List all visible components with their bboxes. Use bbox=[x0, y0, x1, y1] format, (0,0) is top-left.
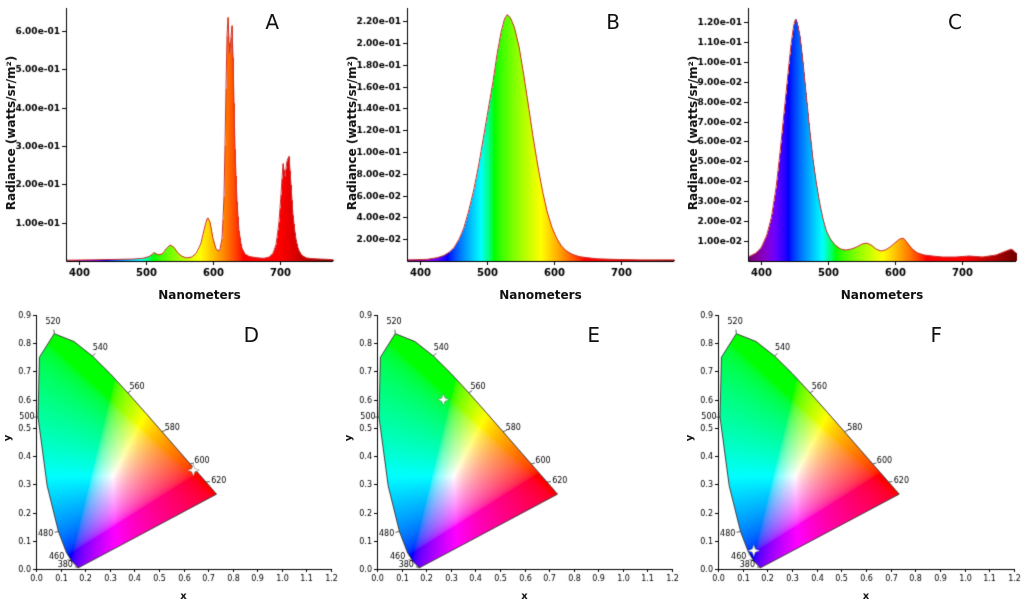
spectral-chart-b bbox=[341, 0, 682, 303]
y-axis-label: Radiance (watts/sr/m²) bbox=[4, 56, 18, 211]
x-axis-label: x bbox=[862, 591, 870, 602]
x-axis-label: x bbox=[521, 591, 528, 602]
panel-f-chromaticity-blue: F x y bbox=[682, 303, 1024, 603]
panel-a-spectrum-red: A Nanometers Radiance (watts/sr/m²) bbox=[0, 0, 341, 303]
y-axis-label: Radiance (watts/sr/m²) bbox=[345, 56, 359, 211]
panel-letter-e: E bbox=[587, 323, 600, 347]
panel-letter-b: B bbox=[606, 10, 620, 34]
panel-d-chromaticity-red: D x y bbox=[0, 303, 341, 603]
x-axis-label: Nanometers bbox=[158, 288, 241, 302]
panel-c-spectrum-blue: C Nanometers Radiance (watts/sr/m²) bbox=[682, 0, 1024, 303]
panel-e-chromaticity-green: E x y bbox=[341, 303, 682, 603]
spectral-chart-a bbox=[0, 0, 341, 303]
panel-letter-d: D bbox=[243, 323, 259, 347]
x-axis-label: Nanometers bbox=[840, 288, 924, 302]
x-axis-label: x bbox=[180, 591, 187, 602]
cie-chart-e bbox=[341, 303, 682, 603]
panel-b-spectrum-green: B Nanometers Radiance (watts/sr/m²) bbox=[341, 0, 682, 303]
cie-chart-d bbox=[0, 303, 341, 603]
cie-chart-f bbox=[682, 303, 1024, 603]
x-axis-label: Nanometers bbox=[499, 288, 582, 302]
spectral-chart-c bbox=[682, 0, 1024, 303]
y-axis-label: y bbox=[2, 434, 14, 442]
panel-letter-f: F bbox=[930, 323, 942, 347]
panel-letter-a: A bbox=[265, 10, 279, 34]
y-axis-label: y bbox=[343, 434, 355, 442]
panel-letter-c: C bbox=[948, 10, 962, 34]
y-axis-label: y bbox=[684, 434, 696, 442]
y-axis-label: Radiance (watts/sr/m²) bbox=[686, 56, 700, 211]
